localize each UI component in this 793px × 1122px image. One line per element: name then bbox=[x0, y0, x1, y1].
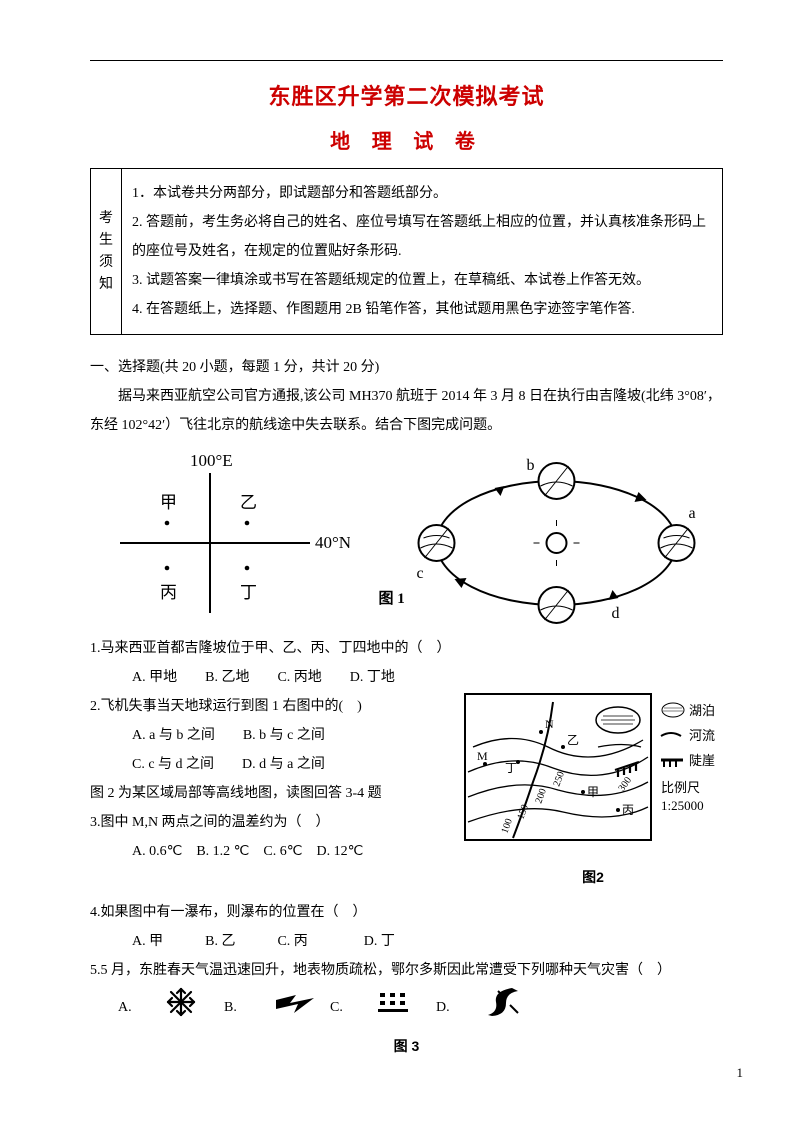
notice-body: 1．本试卷共分两部分，即试题部分和答题纸部分。 2. 答题前，考生务必将自己的姓… bbox=[122, 169, 722, 334]
svg-text:c: c bbox=[417, 565, 424, 582]
opt-a-label: A. bbox=[118, 993, 164, 1022]
figure-1-left: 100°E 40°N 甲 乙 丙 丁 bbox=[90, 448, 350, 628]
svg-text:河流: 河流 bbox=[689, 728, 715, 743]
q-stem: 马来西亚首都吉隆坡位于甲、乙、丙、丁四地中的（ ） bbox=[101, 641, 451, 656]
q-stem: 如果图中有一瀑布，则瀑布的位置在（ ） bbox=[101, 905, 367, 920]
q-stem: 飞机失事当天地球运行到图 1 右图中的( ) bbox=[101, 699, 362, 714]
svg-text:甲: 甲 bbox=[587, 785, 599, 799]
lightning-icon bbox=[270, 987, 330, 1028]
figure-1-caption: 图 1 bbox=[379, 590, 405, 607]
notice-side-char: 知 bbox=[99, 274, 113, 296]
svg-text:丙: 丙 bbox=[622, 803, 634, 817]
quad-nw: 甲 bbox=[160, 493, 177, 512]
figure-3-caption: 图 3 bbox=[90, 1032, 723, 1061]
q-num: 3. bbox=[90, 815, 101, 830]
svg-text:b: b bbox=[527, 457, 535, 474]
quadrant-diagram: 100°E 40°N 甲 乙 丙 丁 bbox=[90, 448, 350, 628]
q-num: 4. bbox=[90, 905, 101, 920]
figure-1-row: 100°E 40°N 甲 乙 丙 丁 图 1 bbox=[90, 448, 723, 628]
orbit-diagram: 图 1 a bbox=[350, 448, 723, 628]
question-1: 1.马来西亚首都吉隆坡位于甲、乙、丙、丁四地中的（ ） bbox=[90, 634, 723, 663]
svg-text:a: a bbox=[689, 505, 696, 522]
notice-item: 4. 在答题纸上，选择题、作图题用 2B 铅笔作答，其他试题用黑色字迹签字笔作答… bbox=[132, 295, 712, 324]
notice-item: 2. 答题前，考生务必将自己的姓名、座位号填写在答题纸上相应的位置，并认真核准条… bbox=[132, 208, 712, 266]
page-number: 1 bbox=[737, 1065, 744, 1081]
figure-1-right: 图 1 a bbox=[350, 448, 723, 628]
figure-2: 100 150 200 250 300 M N 甲 乙 丙 丁 湖泊 bbox=[463, 692, 723, 892]
svg-text:M: M bbox=[477, 749, 488, 763]
globe-c: c bbox=[417, 525, 455, 582]
notice-item: 3. 试题答案一律填涂或书写在答题纸规定的位置上，在草稿纸、本试卷上作答无效。 bbox=[132, 266, 712, 295]
svg-text:1:25000: 1:25000 bbox=[661, 798, 704, 813]
svg-text:陡崖: 陡崖 bbox=[689, 753, 715, 768]
lon-label: 100°E bbox=[190, 451, 233, 470]
exam-subtitle: 地 理 试 卷 bbox=[90, 125, 723, 154]
globe-b: b bbox=[527, 457, 575, 499]
q-num: 2. bbox=[90, 699, 101, 714]
section-heading: 一、选择题(共 20 小题，每题 1 分，共计 20 分) bbox=[90, 353, 723, 382]
q-num: 1. bbox=[90, 641, 101, 656]
notice-box: 考 生 须 知 1．本试卷共分两部分，即试题部分和答题纸部分。 2. 答题前，考… bbox=[90, 168, 723, 335]
notice-side-char: 须 bbox=[99, 252, 113, 274]
question-5-options: A. B. C. bbox=[90, 985, 723, 1030]
notice-side-char: 生 bbox=[99, 230, 113, 252]
q-num: 5. bbox=[90, 963, 101, 978]
svg-text:湖泊: 湖泊 bbox=[689, 703, 715, 718]
svg-text:比例尺: 比例尺 bbox=[661, 780, 700, 795]
top-rule bbox=[90, 60, 723, 61]
quad-ne: 乙 bbox=[240, 493, 257, 512]
question-4: 4.如果图中有一瀑布，则瀑布的位置在（ ） bbox=[90, 898, 723, 927]
snowflake-icon bbox=[164, 987, 224, 1028]
svg-text:丁: 丁 bbox=[505, 761, 517, 775]
exam-title: 东胜区升学第二次模拟考试 bbox=[90, 79, 723, 111]
opt-c-label: C. bbox=[330, 993, 376, 1022]
notice-side-char: 考 bbox=[99, 208, 113, 230]
figure-2-caption: 图2 bbox=[463, 863, 723, 892]
quad-sw: 丙 bbox=[160, 583, 177, 602]
question-4-options: A. 甲 B. 乙 C. 丙 D. 丁 bbox=[90, 927, 723, 956]
sandstorm-icon bbox=[376, 987, 436, 1028]
passage-1: 据马来西亚航空公司官方通报,该公司 MH370 航班于 2014 年 3 月 8… bbox=[90, 382, 723, 440]
question-5: 5.5 月，东胜春天气温迅速回升，地表物质疏松，鄂尔多斯因此常遭受下列哪种天气灾… bbox=[90, 956, 723, 985]
question-1-options: A. 甲地 B. 乙地 C. 丙地 D. 丁地 bbox=[90, 663, 723, 692]
opt-d-label: D. bbox=[436, 993, 482, 1022]
content-area: 一、选择题(共 20 小题，每题 1 分，共计 20 分) 据马来西亚航空公司官… bbox=[90, 353, 723, 1061]
opt-b-label: B. bbox=[224, 993, 270, 1022]
q-stem: 5 月，东胜春天气温迅速回升，地表物质疏松，鄂尔多斯因此常遭受下列哪种天气灾害（… bbox=[101, 963, 672, 978]
typhoon-icon bbox=[482, 985, 542, 1030]
svg-text:d: d bbox=[612, 605, 620, 622]
quad-se: 丁 bbox=[240, 583, 257, 602]
globe-a: a bbox=[659, 505, 696, 561]
exam-page: 东胜区升学第二次模拟考试 地 理 试 卷 考 生 须 知 1．本试卷共分两部分，… bbox=[0, 0, 793, 1101]
notice-side-label: 考 生 须 知 bbox=[91, 169, 122, 334]
svg-text:N: N bbox=[545, 717, 554, 731]
lat-label: 40°N bbox=[315, 533, 350, 552]
q-stem: 图中 M,N 两点之间的温差约为（ ） bbox=[101, 815, 330, 830]
svg-text:乙: 乙 bbox=[567, 733, 579, 747]
notice-item: 1．本试卷共分两部分，即试题部分和答题纸部分。 bbox=[132, 179, 712, 208]
contour-map-diagram: 100 150 200 250 300 M N 甲 乙 丙 丁 湖泊 bbox=[463, 692, 723, 852]
